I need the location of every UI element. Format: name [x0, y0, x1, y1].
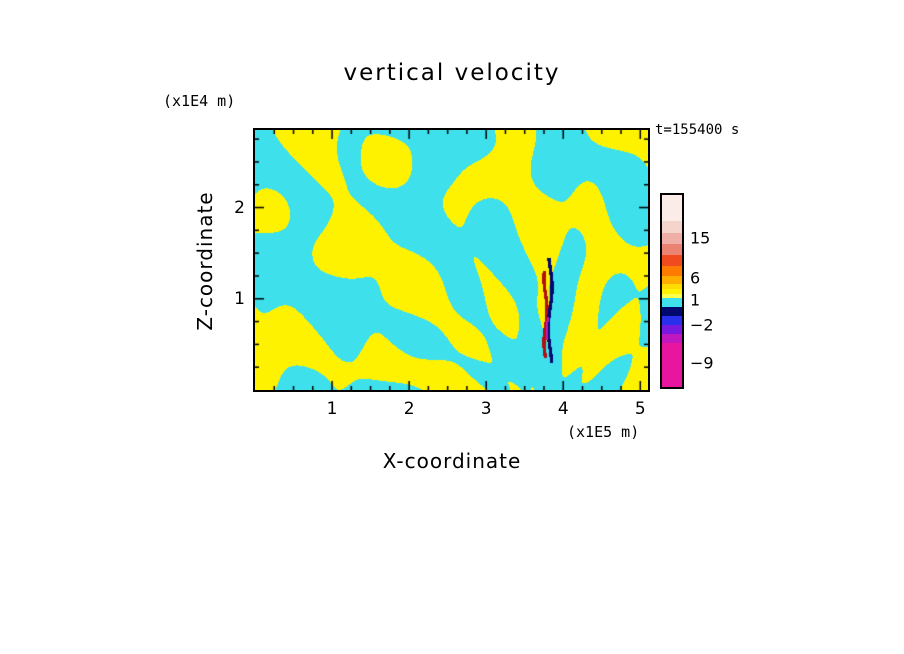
colorbar-segment	[662, 221, 682, 233]
colorbar-segment	[662, 298, 682, 307]
z-axis-unit-label: (x1E4 m)	[163, 92, 236, 110]
x-tick-label: 4	[557, 399, 569, 419]
time-annotation: t=155400 s	[655, 122, 740, 138]
colorbar-segment	[662, 195, 682, 221]
colorbar-segment	[662, 233, 682, 244]
colorbar-segment	[662, 294, 682, 298]
colorbar-segment	[662, 289, 682, 294]
colorbar-segment	[662, 255, 682, 266]
colorbar-segment	[662, 325, 682, 334]
colorbar-segment	[662, 343, 682, 387]
x-tick-label: 1	[326, 399, 338, 419]
colorbar-level-label: −2	[690, 315, 714, 335]
z-tick-label: 2	[234, 197, 245, 218]
colorbar-level-label: 6	[690, 268, 701, 288]
colorbar-segment	[662, 334, 682, 343]
chart-title: vertical velocity	[343, 60, 561, 86]
colorbar-segment	[662, 284, 682, 289]
x-axis-unit-label: (x1E5 m)	[567, 423, 640, 441]
colorbar-level-label: −9	[690, 353, 714, 373]
x-tick-label: 5	[634, 399, 646, 419]
colorbar-level-label: 15	[690, 228, 711, 248]
colorbar-segment	[662, 244, 682, 255]
colorbar-segment	[662, 266, 682, 276]
colorbar-segment	[662, 307, 682, 316]
z-axis-title: Z-coordinate	[193, 191, 217, 331]
vertical-velocity-field-canvas	[255, 130, 648, 390]
z-tick-label: 1	[234, 288, 245, 309]
x-tick-label: 2	[403, 399, 415, 419]
colorbar	[660, 193, 684, 389]
colorbar-level-label: 1	[690, 290, 701, 310]
colorbar-segment	[662, 316, 682, 325]
plot-frame	[253, 128, 650, 392]
x-tick-label: 3	[480, 399, 492, 419]
x-axis-title: X-coordinate	[382, 449, 522, 473]
colorbar-segment	[662, 276, 682, 284]
